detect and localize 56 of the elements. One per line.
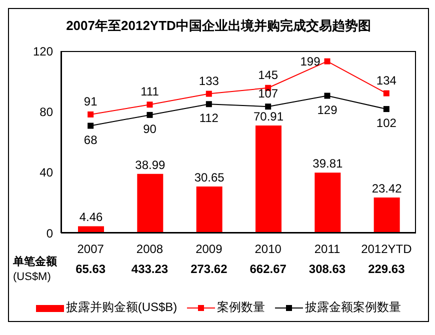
data-label: 91 — [84, 94, 98, 108]
bar — [196, 186, 222, 233]
x-tick-label: 2009 — [196, 242, 223, 256]
point — [324, 92, 330, 99]
x-tick-label: 2008 — [136, 242, 164, 256]
point — [88, 111, 94, 118]
legend-label: 披露金额案例数量 — [305, 299, 402, 316]
point — [146, 112, 153, 118]
y-tick-label: 120 — [32, 44, 54, 58]
point — [265, 104, 272, 110]
data-label: 38.99 — [135, 158, 166, 172]
data-label: 145 — [258, 68, 278, 82]
chart-title: 2007年至2012YTD中国企业出境并购完成交易趋势图 — [65, 17, 372, 35]
data-label: 90 — [143, 122, 157, 136]
x-tick-label: 2012YTD — [361, 242, 412, 256]
data-label: 107 — [258, 86, 278, 101]
data-label: 112 — [199, 111, 219, 126]
point — [383, 106, 390, 112]
x-tick-label: 2011 — [314, 242, 340, 256]
point — [206, 90, 212, 97]
data-label: 68 — [84, 132, 98, 147]
data-label: 4.46 — [79, 210, 103, 224]
legend-label: 披露并购金额(US$B) — [66, 299, 178, 316]
y-tick-label: 0 — [46, 226, 54, 240]
text: 65.63 — [76, 262, 106, 276]
text: 229.63 — [368, 262, 406, 276]
data-label: 134 — [376, 73, 397, 88]
text: 433.23 — [131, 262, 168, 276]
data-label: 133 — [198, 74, 220, 88]
data-label: 129 — [317, 102, 338, 117]
x-tick-label: 2007 — [77, 242, 104, 256]
point — [383, 90, 390, 96]
text: 308.63 — [308, 262, 346, 276]
data-label: 70.91 — [253, 109, 284, 124]
bar — [374, 197, 400, 233]
text: (US$M) — [13, 271, 51, 283]
point — [206, 101, 212, 108]
data-label: 23.42 — [372, 181, 402, 196]
data-label: 111 — [140, 84, 160, 99]
text: 662.67 — [250, 262, 287, 276]
point — [324, 58, 330, 64]
text: 单笔金额 — [13, 254, 57, 269]
point — [88, 122, 94, 129]
data-label: 39.81 — [312, 156, 344, 171]
y-tick-label: 40 — [40, 166, 54, 180]
y-tick-label: 80 — [40, 104, 54, 119]
data-label: 30.65 — [194, 170, 225, 185]
bar — [256, 125, 282, 233]
bar — [314, 172, 341, 233]
point — [146, 102, 153, 108]
data-label: 199 — [300, 54, 321, 68]
bar — [137, 174, 164, 233]
data-label: 102 — [376, 116, 397, 130]
legend-label: 案例数量 — [217, 299, 266, 316]
x-tick-label: 2010 — [254, 242, 282, 256]
text: 273.62 — [190, 262, 228, 276]
